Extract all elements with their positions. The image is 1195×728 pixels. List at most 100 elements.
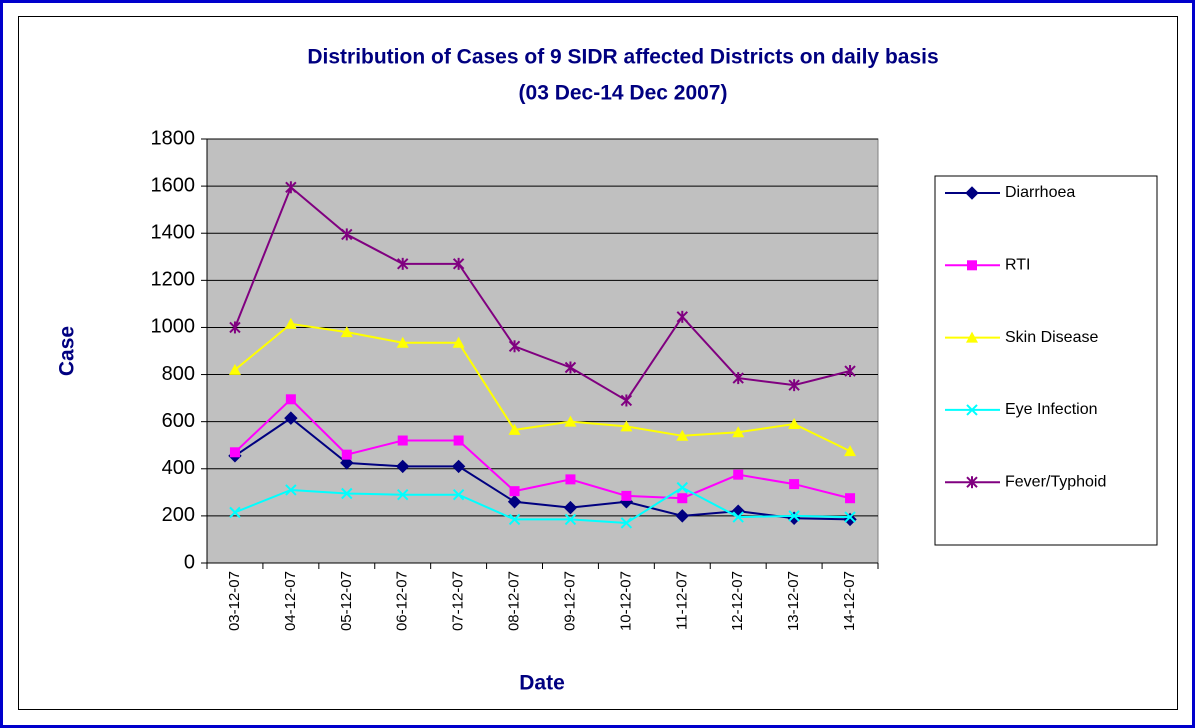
y-tick-label: 1600 [151, 174, 196, 196]
marker [285, 394, 296, 405]
marker-shape [341, 487, 353, 500]
marker-shape [620, 517, 633, 529]
y-tick-label: 0 [184, 551, 195, 573]
series-line [234, 486, 851, 524]
marker [508, 340, 521, 353]
marker [788, 418, 801, 430]
x-axis-label: Date [519, 672, 565, 695]
marker-shape [965, 186, 979, 200]
y-tick-label: 1400 [151, 222, 196, 244]
marker [284, 317, 297, 329]
y-tick-label: 1000 [151, 316, 196, 338]
marker [844, 445, 857, 457]
marker-shape [844, 445, 857, 457]
marker-shape [284, 411, 298, 425]
marker [966, 331, 978, 343]
x-tick-label: 10-12-07 [617, 571, 634, 631]
legend-label: Skin Disease [1005, 329, 1098, 346]
marker [965, 186, 979, 200]
marker-shape [732, 511, 744, 523]
marker [397, 488, 409, 501]
x-tick-label: 08-12-07 [506, 571, 523, 631]
marker [564, 415, 577, 427]
x-tick-label: 06-12-07 [394, 571, 411, 631]
marker-shape [621, 490, 632, 501]
marker-shape [732, 426, 745, 438]
marker-shape [508, 513, 521, 526]
marker [621, 490, 632, 501]
marker-shape [284, 317, 297, 329]
marker-shape [508, 423, 521, 435]
marker [620, 394, 633, 407]
marker-shape [966, 404, 978, 416]
marker-shape [620, 420, 633, 432]
y-tick-label: 800 [162, 363, 195, 385]
marker [788, 379, 800, 392]
marker-shape [565, 474, 576, 485]
marker-shape [451, 459, 466, 474]
marker [508, 423, 521, 435]
marker [967, 260, 977, 271]
marker [285, 484, 297, 496]
marker-shape [564, 415, 577, 427]
marker-shape [733, 469, 744, 480]
chart-subtitle: (03 Dec-14 Dec 2007) [519, 82, 728, 105]
marker [453, 435, 464, 446]
marker [844, 365, 856, 378]
marker [732, 372, 744, 385]
marker [732, 426, 745, 438]
marker [676, 310, 688, 323]
marker [564, 513, 577, 526]
marker [452, 488, 465, 501]
marker [340, 456, 354, 470]
marker [508, 513, 521, 526]
marker [620, 517, 633, 529]
marker [397, 257, 409, 270]
marker [789, 479, 800, 490]
marker-shape [788, 510, 800, 522]
marker-shape [396, 336, 409, 348]
x-tick-label: 11-12-07 [673, 571, 690, 630]
marker-shape [229, 447, 240, 458]
marker [966, 476, 978, 489]
marker-shape [676, 429, 689, 441]
x-tick-label: 04-12-07 [282, 571, 299, 631]
marker [341, 487, 353, 500]
marker [844, 511, 856, 523]
x-tick-label: 03-12-07 [226, 571, 243, 631]
marker [396, 459, 410, 474]
marker [845, 493, 856, 504]
marker [676, 481, 688, 494]
marker-shape [452, 488, 465, 501]
marker-shape [509, 486, 520, 497]
series-line [234, 397, 851, 500]
marker [732, 511, 744, 523]
marker-shape [789, 479, 800, 490]
marker-shape [285, 484, 297, 496]
marker [620, 420, 633, 432]
x-tick-label: 13-12-07 [785, 571, 802, 631]
y-tick-label: 1800 [151, 127, 196, 149]
series-line [234, 416, 851, 521]
marker-shape [285, 394, 296, 405]
marker [228, 363, 241, 375]
marker [341, 449, 352, 460]
marker-shape [676, 481, 688, 494]
marker-shape [341, 449, 352, 460]
series-line [234, 185, 851, 402]
marker-shape [229, 506, 241, 519]
marker [229, 321, 241, 334]
marker [565, 474, 576, 485]
x-tick-label: 12-12-07 [729, 571, 746, 631]
marker [340, 326, 353, 338]
marker-shape [966, 331, 978, 343]
marker [733, 469, 744, 480]
marker-shape [507, 495, 522, 509]
marker-shape [340, 456, 354, 470]
marker [563, 500, 578, 515]
x-tick-label: 09-12-07 [561, 571, 578, 631]
x-tick-label: 07-12-07 [450, 571, 467, 631]
legend-label: Eye Infection [1005, 401, 1098, 418]
y-tick-label: 600 [162, 410, 195, 432]
marker-shape [675, 509, 689, 523]
